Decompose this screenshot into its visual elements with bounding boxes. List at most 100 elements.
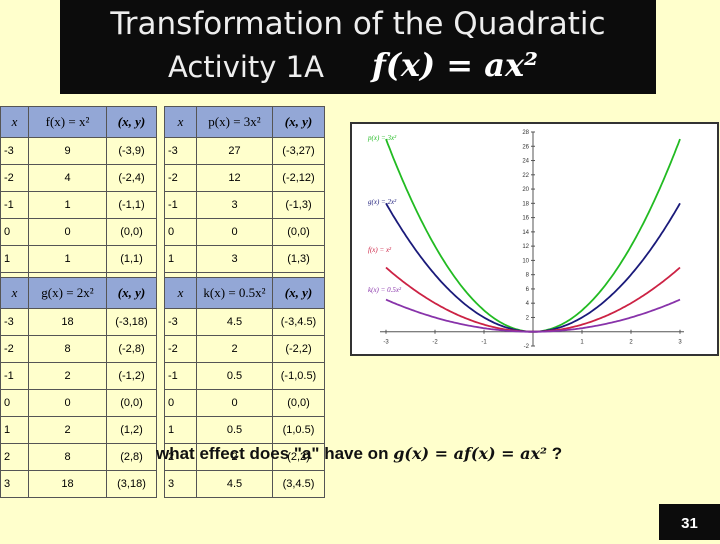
table-cell: (2,2) [272,443,325,471]
table-header-cell: (x, y) [106,106,157,138]
table-row: -1 1 (-1,1) [0,191,157,219]
table-header-row: x f(x) = x² (x, y) [0,106,157,138]
table-cell: (0,0) [106,218,157,246]
title-box: Transformation of the Quadratic Activity… [60,0,656,94]
question-formula: g(x) = af(x) = ax² [393,444,548,463]
table-cell: 1 [164,416,197,444]
table-cell: 0 [0,389,29,417]
table-cell: 4.5 [196,470,273,498]
table-header-row: x g(x) = 2x² (x, y) [0,277,157,309]
table-cell: 27 [196,137,273,165]
y-tick-label: 26 [522,144,529,150]
table-row: -2 4 (-2,4) [0,164,157,192]
y-tick-label: 22 [522,173,529,179]
y-tick-label: 18 [522,201,529,207]
question-mark: ? [551,444,563,463]
table-row: 1 3 (1,3) [164,245,325,273]
table-row: -2 8 (-2,8) [0,335,157,363]
y-tick-label: 4 [526,301,530,307]
graph-svg: -3 -2 -1 1 2 3-2246810121416182022242628p(x) … [367,130,684,350]
table-cell: 1 [164,245,197,273]
table-row: 1 0.5 (1,0.5) [164,416,325,444]
curve-3 [385,298,681,333]
table-header-cell: k(x) = 0.5x² [196,277,273,309]
table-cell: 18 [28,470,107,498]
table-header-cell: x [164,277,197,309]
table-row: 0 0 (0,0) [164,389,325,417]
slide-subtitle: Activity 1A [168,50,324,84]
table-cell: 2 [0,443,29,471]
table-cell: 1 [28,191,107,219]
question-text: what effect does "a" have on [156,444,389,463]
x-tick-label: -1 [481,340,487,346]
table-cell: (-3,18) [106,308,157,336]
table-cell: -1 [0,362,29,390]
y-tick-label: -2 [524,344,530,350]
curve-label-1: g(x) = 2x² [368,198,397,206]
table-cell: (0,0) [272,389,325,417]
table-cell: (0,0) [272,218,325,246]
table-cell: -1 [164,191,197,219]
table-cell: (-3,9) [106,137,157,165]
table-cell: 0 [0,218,29,246]
x-tick-label: 2 [629,340,633,346]
table-cell: (-3,4.5) [272,308,325,336]
y-tick-label: 12 [522,244,529,250]
table-row: 3 18 (3,18) [0,470,157,498]
table-cell: (1,2) [106,416,157,444]
table-row: 1 1 (1,1) [0,245,157,273]
table-cell: (1,3) [272,245,325,273]
y-tick-label: 14 [522,230,529,236]
y-tick-label: 24 [522,159,529,165]
title-formula: f(x) = ax² [372,46,539,84]
table-cell: (-3,27) [272,137,325,165]
table-row: -3 27 (-3,27) [164,137,325,165]
table-cell: 0 [28,218,107,246]
table-cell: 3 [164,470,197,498]
table-cell: 2 [164,443,197,471]
table-cell: 2 [196,443,273,471]
parabola-graph: -3 -2 -1 1 2 3 -2 2 4 6 8 10 12 14 16 18 20 22 24 26 28 p(x) … [350,122,719,356]
table-cell: 0 [28,389,107,417]
table-cell: (-2,4) [106,164,157,192]
table-cell: 1 [28,245,107,273]
table-header-cell: p(x) = 3x² [196,106,273,138]
table-cell: -3 [0,137,29,165]
table-cell: (3,18) [106,470,157,498]
table-header-cell: (x, y) [272,106,325,138]
table-row: -2 2 (-2,2) [164,335,325,363]
table-cell: 0 [196,389,273,417]
question: what effect does "a" have on g(x) = af(x… [156,444,562,464]
table-header-cell: x [0,277,29,309]
page-number: 31 [659,504,720,540]
table-cell: 4 [28,164,107,192]
value-table-4: x k(x) = 0.5x² (x, y) -3 4.5 (-3,4.5) -2 2 (-2,2… [164,277,325,498]
table-cell: (-2,12) [272,164,325,192]
table-cell: 1 [0,416,29,444]
table-cell: 8 [28,443,107,471]
table-cell: -3 [164,137,197,165]
table-cell: -1 [164,362,197,390]
table-cell: 12 [196,164,273,192]
table-row: -1 0.5 (-1,0.5) [164,362,325,390]
y-tick-label: 28 [522,130,529,136]
table-row: 2 8 (2,8) [0,443,157,471]
table-cell: 9 [28,137,107,165]
table-cell: 2 [28,416,107,444]
table-cell: -2 [0,335,29,363]
table-cell: -2 [164,164,197,192]
table-cell: (-2,2) [272,335,325,363]
table-header-cell: (x, y) [106,277,157,309]
table-row: 3 4.5 (3,4.5) [164,470,325,498]
table-cell: 0 [164,218,197,246]
table-header-cell: x [0,106,29,138]
table-cell: (-2,8) [106,335,157,363]
table-row: 0 0 (0,0) [164,218,325,246]
table-cell: (-1,2) [106,362,157,390]
table-header-cell: x [164,106,197,138]
table-cell: 3 [196,191,273,219]
y-tick-label: 8 [526,273,530,279]
table-cell: 0.5 [196,416,273,444]
table-row: -3 18 (-3,18) [0,308,157,336]
table-cell: 0 [164,389,197,417]
